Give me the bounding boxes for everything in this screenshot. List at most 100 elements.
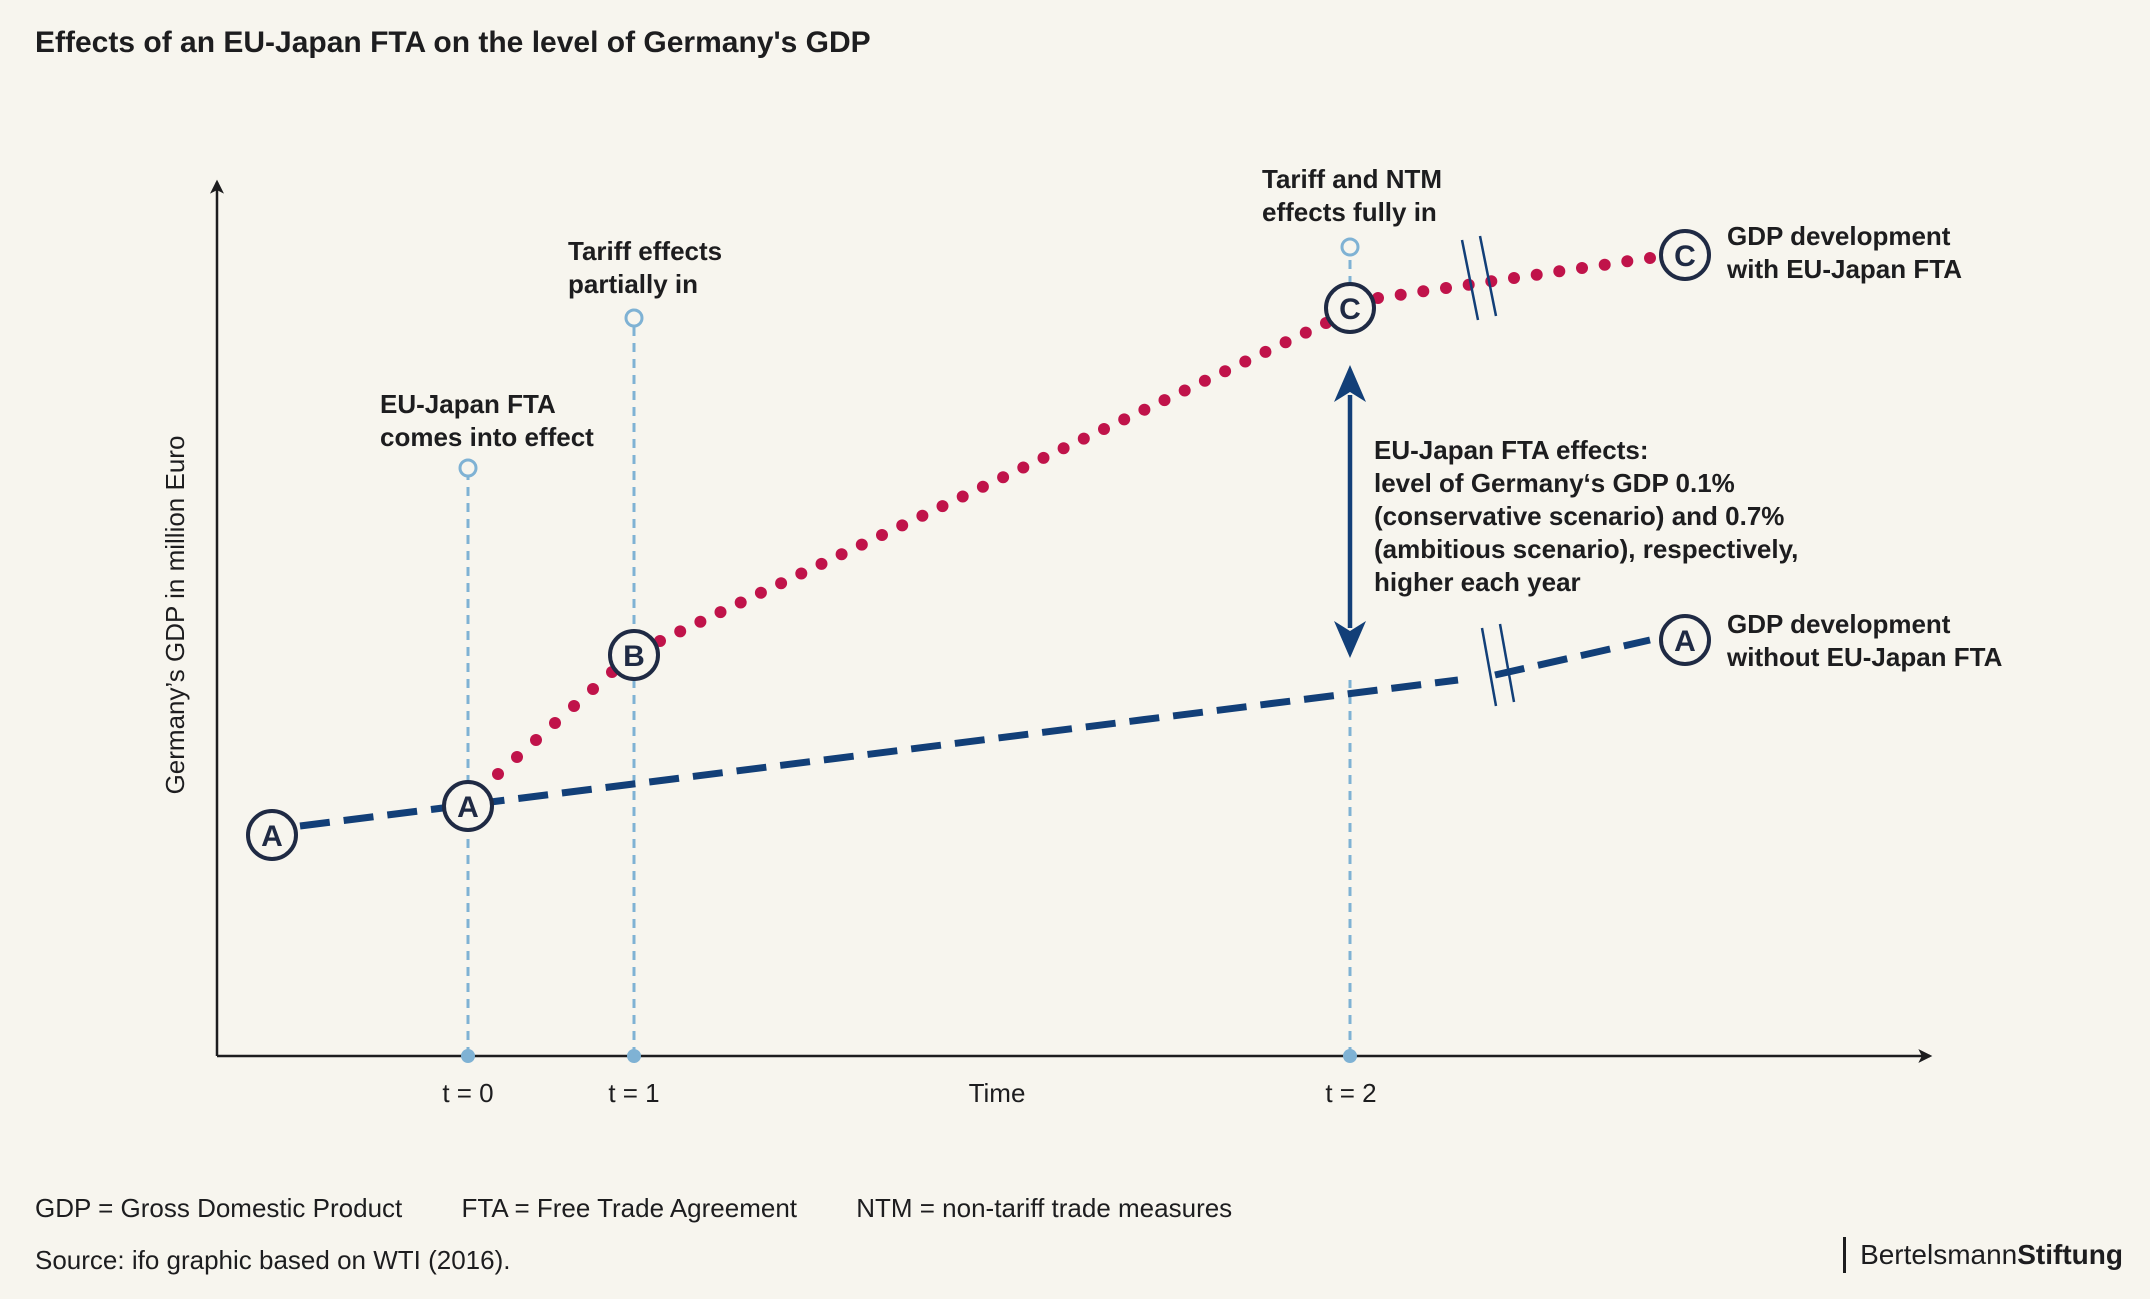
line-without-fta <box>299 623 1651 830</box>
event-label-t0: EU-Japan FTA comes into effect <box>380 389 594 452</box>
with-fta-dot <box>1057 442 1070 455</box>
footnote-gdp: GDP = Gross Domestic Product <box>35 1193 403 1223</box>
marker-a-end-label: A <box>1674 625 1696 658</box>
effect-double-arrow <box>1334 365 1366 658</box>
footnote-ntm: NTM = non-tariff trade measures <box>856 1193 1233 1223</box>
with-fta-dot <box>1158 394 1171 407</box>
brand-logo: BertelsmannStiftung <box>1843 1237 2123 1273</box>
with-fta-dot <box>1017 461 1030 474</box>
with-fta-dot <box>1440 282 1452 294</box>
effects-note: EU-Japan FTA effects: level of Germany‘s… <box>1374 435 1806 597</box>
marker-c-t2: C <box>1324 282 1376 334</box>
guide-t0-top-marker <box>458 458 478 478</box>
label-without-fta: GDP development without EU-Japan FTA <box>1726 609 2003 672</box>
with-fta-dot <box>549 717 561 729</box>
with-fta-dot <box>1576 262 1588 274</box>
with-fta-dot <box>1037 451 1050 464</box>
with-fta-dot <box>694 615 707 628</box>
marker-a-t0-label: A <box>457 791 479 824</box>
with-fta-dot <box>734 596 747 609</box>
with-fta-dot <box>775 577 788 590</box>
marker-c-t2-label: C <box>1339 293 1361 326</box>
guide-t0-base-marker <box>461 1049 475 1063</box>
axis-break-mark-lower <box>1480 627 1498 707</box>
with-fta-dot <box>511 751 523 763</box>
with-fta-dot <box>1644 252 1656 264</box>
marker-c-end: C <box>1659 229 1711 281</box>
with-fta-dot <box>1138 403 1151 416</box>
page-title: Effects of an EU-Japan FTA on the level … <box>35 26 871 59</box>
tick-label-t2: t = 2 <box>1325 1078 1376 1108</box>
event-label-t2: Tariff and NTM effects fully in <box>1262 164 1449 227</box>
with-fta-dot <box>976 480 989 493</box>
with-fta-dot <box>1259 345 1272 358</box>
label-with-fta: GDP development with EU-Japan FTA <box>1726 221 1962 284</box>
with-fta-dot <box>1553 265 1566 278</box>
with-fta-dot <box>1219 365 1232 378</box>
y-axis-label: Germany’s GDP in million Euro <box>160 436 190 795</box>
with-fta-dot <box>1299 326 1312 339</box>
with-fta-dot <box>1598 258 1611 271</box>
guide-t2-base-marker <box>1343 1049 1357 1063</box>
with-fta-dot <box>1621 255 1634 268</box>
source-note: Source: ifo graphic based on WTI (2016). <box>35 1245 511 1275</box>
with-fta-dot <box>916 509 929 522</box>
with-fta-dot <box>997 471 1010 484</box>
tick-label-t0: t = 0 <box>442 1078 493 1108</box>
guide-t1 <box>624 308 644 1063</box>
with-fta-dot <box>1530 268 1543 281</box>
axis-break-mark-lower-2 <box>1498 623 1516 703</box>
with-fta-dot <box>1178 384 1191 397</box>
with-fta-dot <box>754 586 767 599</box>
with-fta-dot <box>835 548 848 561</box>
guide-t2 <box>1340 237 1360 1063</box>
marker-a-end: A <box>1659 614 1711 666</box>
marker-b-t1-label: B <box>623 640 645 673</box>
marker-a-start-label: A <box>261 820 283 853</box>
guide-t1-base-marker <box>627 1049 641 1063</box>
marker-a-t0: A <box>442 780 494 832</box>
with-fta-dot <box>855 538 868 551</box>
x-axis-label: Time <box>969 1078 1026 1108</box>
brand-part1: Bertelsmann <box>1860 1239 2018 1270</box>
gdp-effects-diagram: Germany’s GDP in million Euro Time t = 0… <box>160 164 2003 1108</box>
guide-t1-top-marker <box>624 308 644 328</box>
with-fta-dot <box>568 700 580 712</box>
effect-arrow-head-up <box>1334 365 1366 402</box>
guide-t2-top-marker <box>1340 237 1360 257</box>
with-fta-dot <box>674 625 687 638</box>
with-fta-dot <box>1118 413 1131 426</box>
brand-part2: Stiftung <box>2017 1239 2123 1270</box>
with-fta-dot <box>1098 423 1110 435</box>
with-fta-dot <box>1508 272 1520 284</box>
with-fta-dot <box>1239 355 1252 368</box>
marker-a-start: A <box>246 809 298 861</box>
marker-b-t1: B <box>608 629 660 681</box>
marker-c-end-label: C <box>1674 240 1696 273</box>
with-fta-dot <box>1417 285 1430 298</box>
with-fta-dot <box>1198 374 1211 387</box>
effect-arrow-head-down <box>1334 621 1366 658</box>
axis-break-upper <box>1460 235 1498 321</box>
line-with-fta <box>492 252 1656 780</box>
axis-break-mark-upper-2 <box>1478 235 1498 317</box>
tick-label-t1: t = 1 <box>608 1078 659 1108</box>
with-fta-dot <box>492 768 504 780</box>
with-fta-dot <box>876 529 888 541</box>
with-fta-dot <box>1279 336 1292 349</box>
footnote-fta: FTA = Free Trade Agreement <box>461 1193 797 1223</box>
with-fta-dot <box>714 606 727 619</box>
with-fta-dot <box>815 557 828 570</box>
with-fta-dot <box>1394 288 1407 301</box>
with-fta-dot <box>956 490 969 503</box>
footnotes: GDP = Gross Domestic Product FTA = Free … <box>35 1193 1284 1224</box>
with-fta-dot <box>936 500 949 513</box>
guide-t0 <box>458 458 478 1063</box>
with-fta-dot <box>530 734 542 746</box>
with-fta-dot <box>1077 432 1090 445</box>
axis-break-mark-upper <box>1460 239 1480 321</box>
event-label-t1: Tariff effects partially in <box>568 236 729 299</box>
with-fta-dot <box>587 683 599 695</box>
with-fta-dot <box>795 567 808 580</box>
